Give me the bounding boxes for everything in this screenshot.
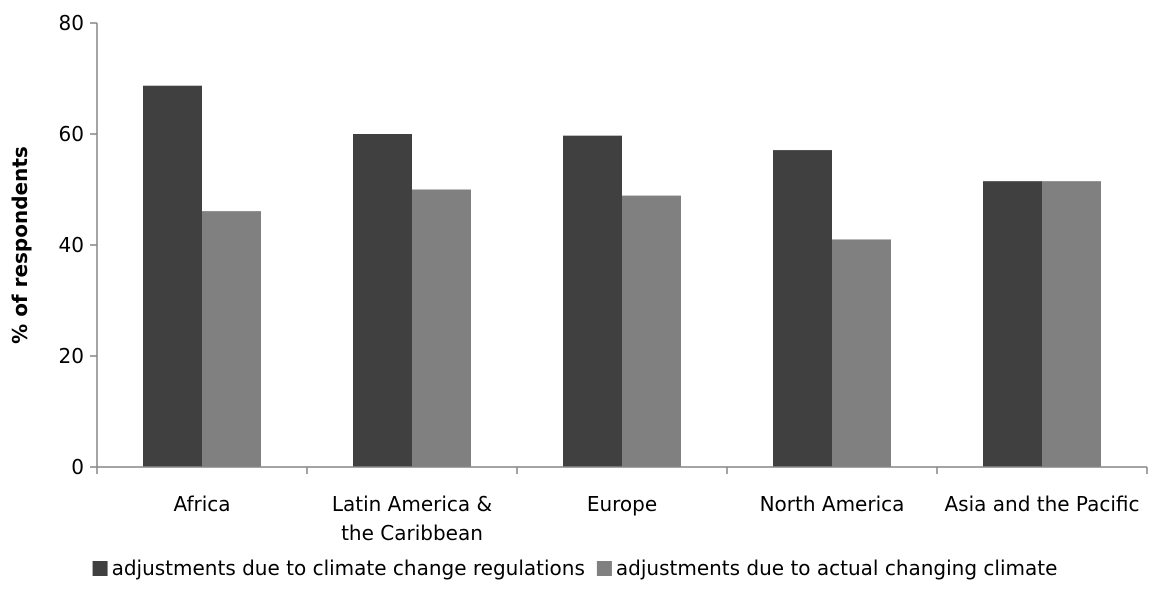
x-tick-label: North America [760, 492, 905, 516]
x-tick-label: Africa [173, 492, 230, 516]
bar-series-2-cat-4 [832, 239, 891, 467]
x-tick-label: Europe [587, 492, 657, 516]
bar-series-1-cat-2 [353, 134, 412, 467]
legend-label-2: adjustments due to actual changing clima… [616, 556, 1058, 580]
bar-series-2-cat-1 [202, 211, 261, 467]
y-tick-label: 60 [59, 122, 84, 146]
bar-series-1-cat-1 [143, 85, 202, 467]
bar-series-2-cat-5 [1042, 181, 1101, 468]
x-tick-label: Asia and the Pacific [945, 492, 1140, 516]
y-tick-label: 20 [59, 344, 84, 368]
bar-series-2-cat-3 [622, 195, 681, 468]
bars-layer [143, 85, 1101, 468]
x-tick-label: Latin America & the Caribbean [332, 492, 492, 545]
bar-series-1-cat-4 [773, 150, 832, 467]
legend-swatch-1 [92, 561, 108, 576]
x-ticks: Africa Latin America & the Caribbean Europe… [96, 467, 1148, 545]
y-ticks: 0 20 40 60 80 [59, 11, 97, 479]
legend-swatch-2 [596, 561, 612, 576]
legend: adjustments due to climate change regula… [92, 556, 1058, 580]
bar-series-1-cat-5 [983, 181, 1042, 468]
y-tick-label: 40 [59, 233, 84, 257]
legend-label-1: adjustments due to climate change regula… [112, 556, 585, 580]
bar-series-2-cat-2 [412, 189, 471, 467]
y-tick-label: 80 [59, 11, 84, 35]
y-axis-title: % of respondents [8, 146, 32, 344]
y-tick-label: 0 [71, 455, 84, 479]
bar-series-1-cat-3 [563, 135, 622, 468]
